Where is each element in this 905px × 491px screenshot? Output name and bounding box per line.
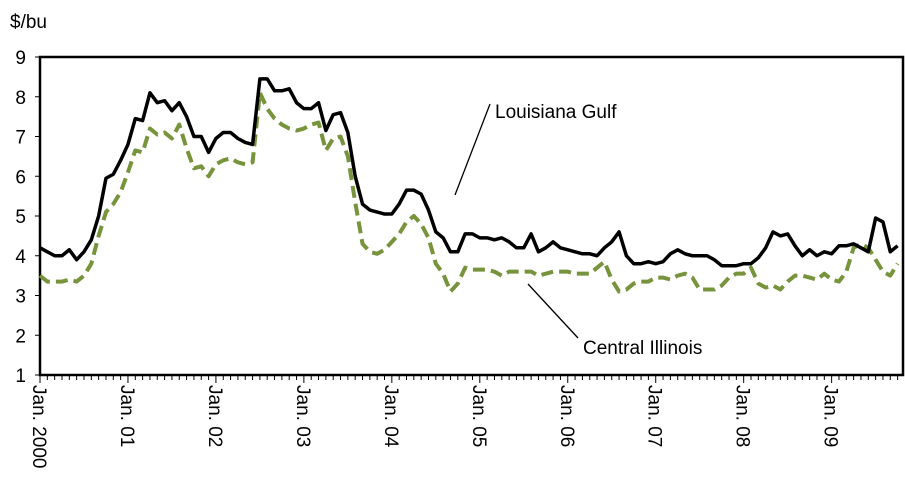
x-tick-label: Jan. 2000 <box>28 385 49 468</box>
series-annotation: Central Illinois <box>583 338 702 359</box>
leader-line <box>527 283 579 339</box>
x-tick-label: Jan. 01 <box>116 385 137 447</box>
series-line <box>38 90 900 294</box>
y-tick-label: 3 <box>15 287 26 308</box>
y-tick-label: 8 <box>15 88 26 109</box>
x-tick-label: Jan. 07 <box>644 385 665 447</box>
y-tick-label: 4 <box>15 247 26 268</box>
x-tick-label: Jan. 03 <box>292 385 313 447</box>
x-tick-label: Jan. 08 <box>732 385 753 447</box>
x-tick-label: Jan. 09 <box>820 385 841 447</box>
x-tick-label: Jan. 04 <box>380 385 401 448</box>
series-line <box>39 77 899 268</box>
x-tick-label: Jan. 02 <box>204 385 225 447</box>
y-tick-label: 6 <box>15 167 26 188</box>
x-tick-label: Jan. 05 <box>468 385 489 447</box>
y-tick-label: 7 <box>15 128 26 149</box>
leader-line <box>454 103 491 196</box>
y-tick-label: 1 <box>15 366 26 387</box>
y-axis-label: $/bu <box>10 12 47 33</box>
x-tick-label: Jan. 06 <box>556 385 577 447</box>
y-tick-label: 5 <box>15 207 26 228</box>
y-tick-label: 2 <box>15 326 26 347</box>
y-tick-label: 9 <box>15 48 26 69</box>
series-annotation: Louisiana Gulf <box>495 102 617 123</box>
